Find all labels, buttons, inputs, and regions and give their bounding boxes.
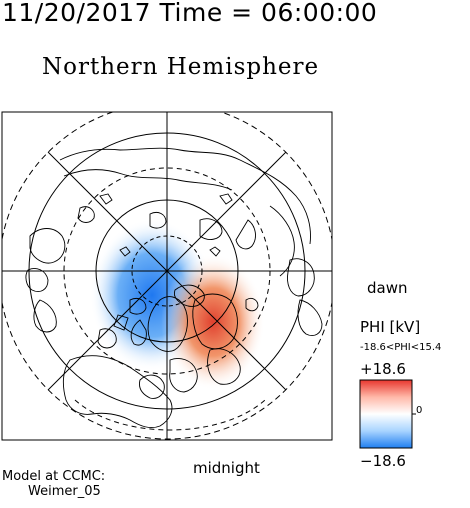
colorbar-min-label: −18.6: [360, 452, 406, 470]
colorbar-max-label: +18.6: [360, 360, 406, 378]
midnight-label: midnight: [193, 459, 260, 477]
model-credit: Model at CCMC:: [2, 469, 106, 484]
datetime-title: 11/20/2017 Time = 06:00:00: [2, 0, 378, 27]
dawn-label: dawn: [367, 279, 408, 297]
colorbar-zero-label: 0: [416, 405, 423, 416]
colorbar-range: -18.6<PHI<15.4: [360, 342, 442, 353]
coastlines: [25, 147, 323, 429]
meridian-line: [47, 151, 287, 391]
colorbar-title: PHI [kV]: [360, 318, 421, 336]
model-name: Weimer_05: [28, 484, 101, 499]
positive-potential-cell: [161, 254, 265, 390]
colorbar: [359, 379, 413, 449]
polar-plot: [2, 112, 332, 440]
hemisphere-title: Northern Hemisphere: [42, 54, 320, 80]
boundary-curve: [74, 399, 266, 431]
